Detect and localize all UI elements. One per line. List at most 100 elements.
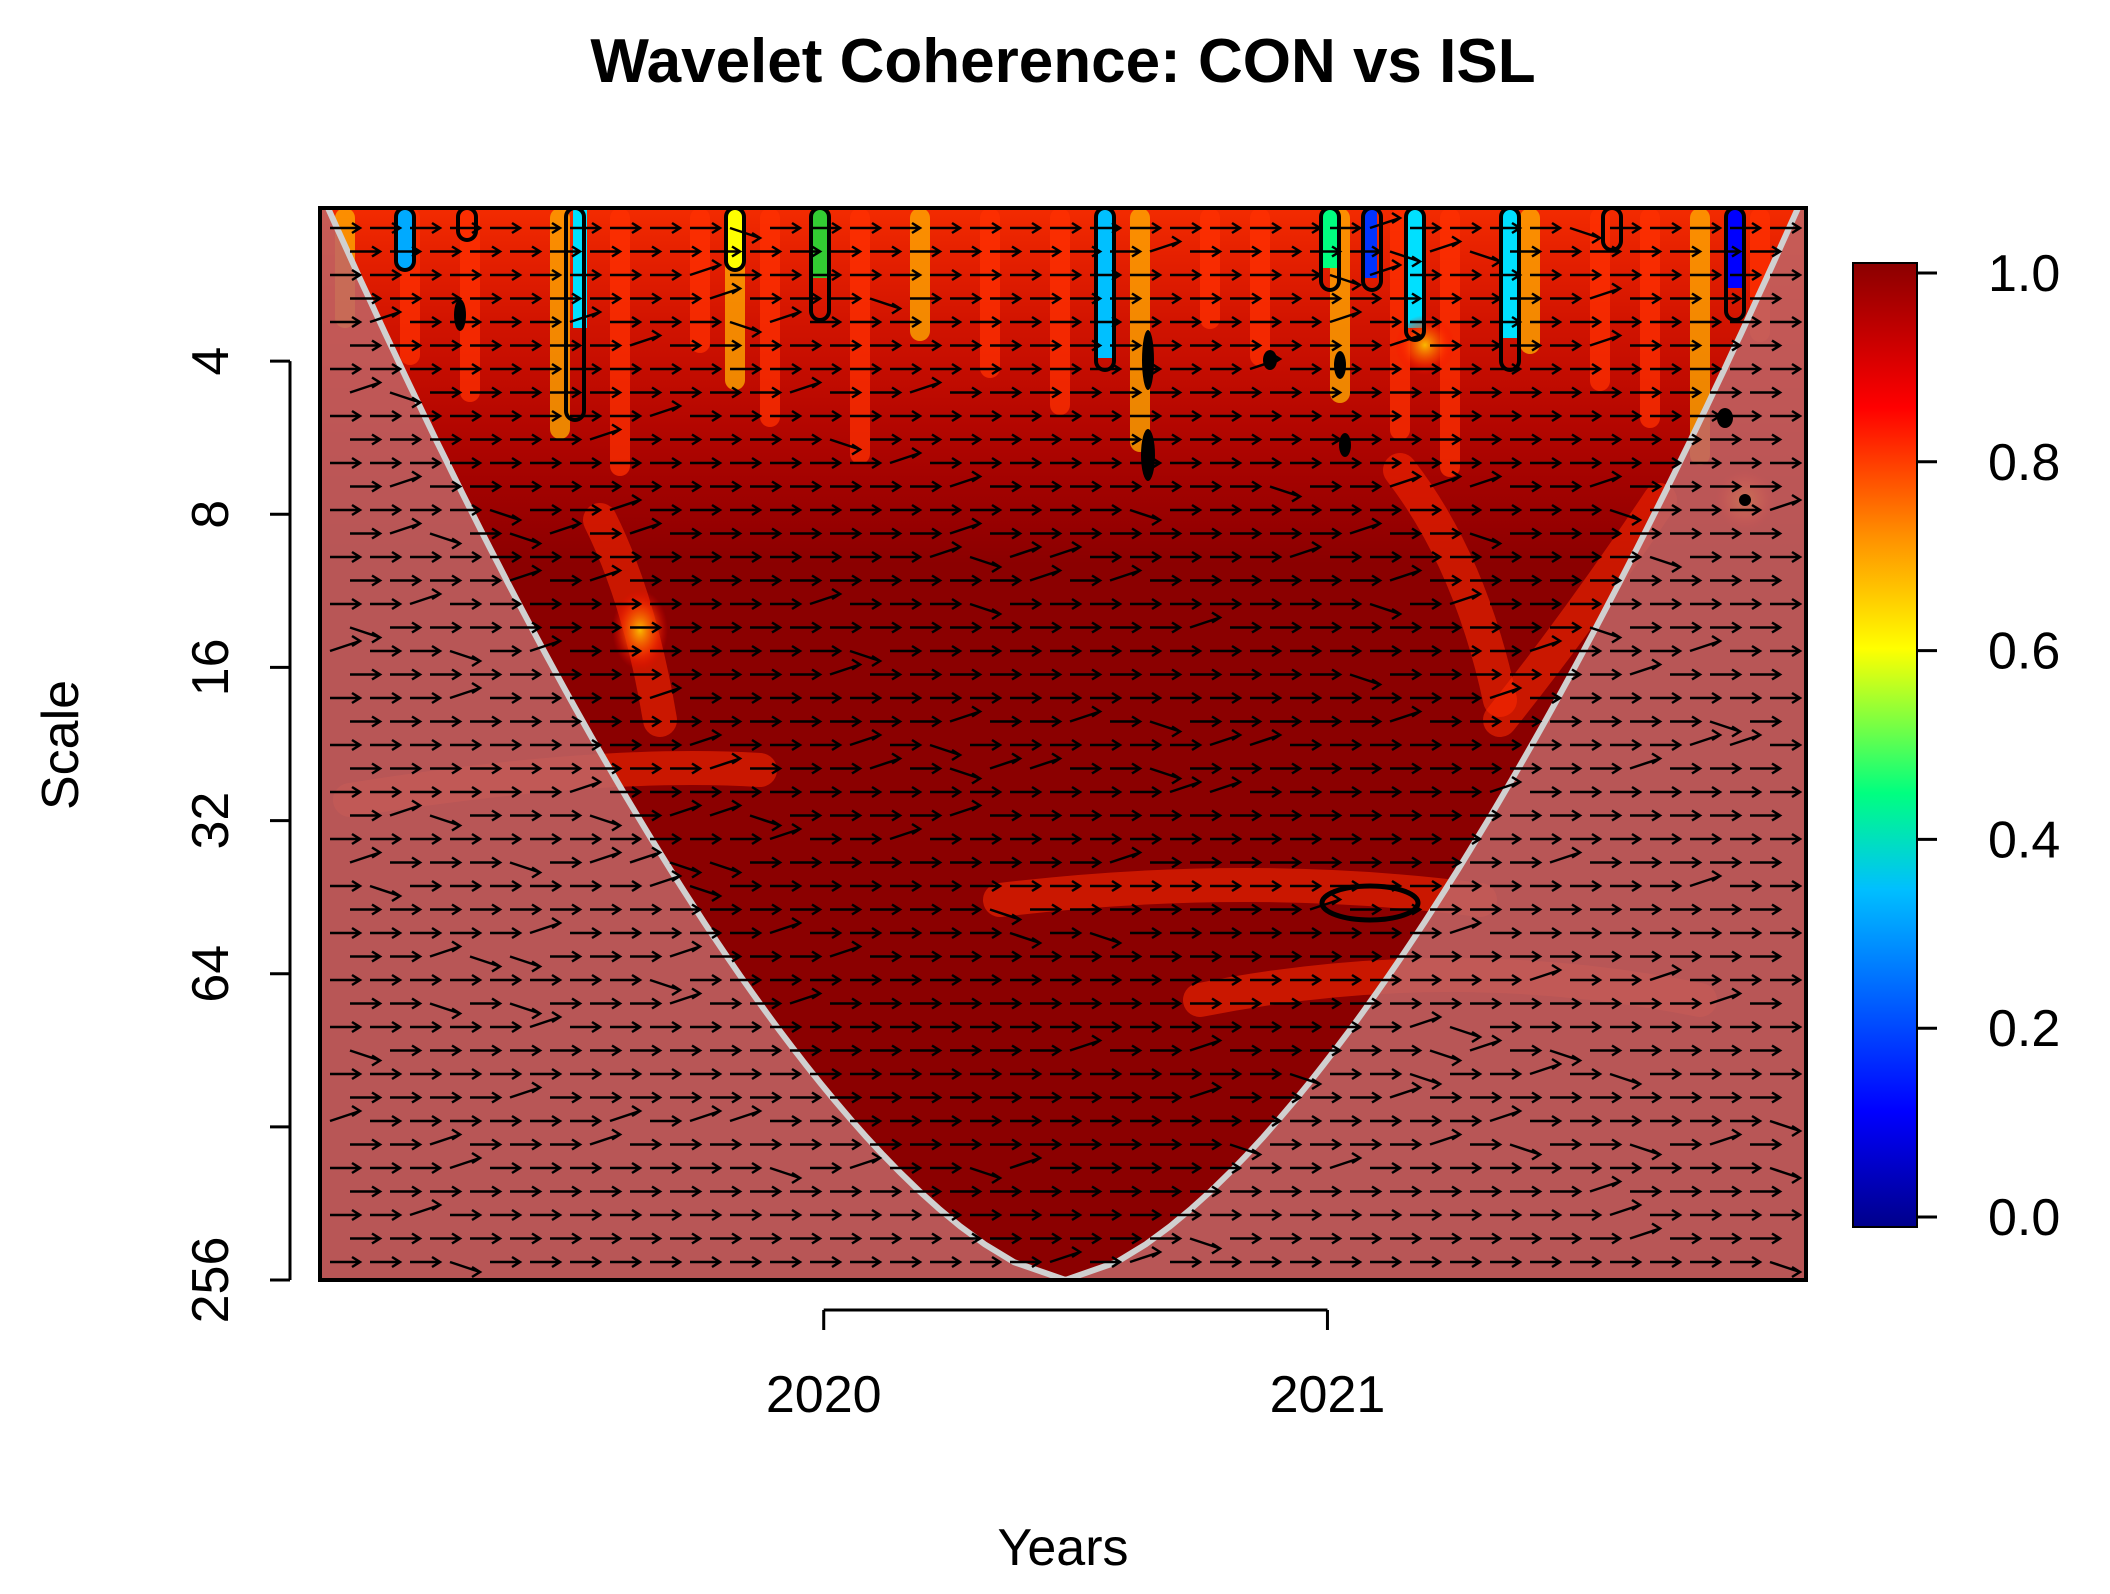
phase-arrow (1750, 433, 1783, 446)
phase-arrow (530, 1255, 563, 1269)
phase-arrow (1530, 1255, 1563, 1269)
phase-arrow (1050, 409, 1083, 423)
phase-arrow (1370, 691, 1403, 705)
phase-arrow (810, 550, 843, 564)
phase-arrow (1610, 785, 1643, 799)
phase-arrow (430, 339, 463, 352)
phase-arrow (1290, 691, 1323, 705)
phase-arrow (1270, 809, 1303, 822)
phase-arrow (1190, 950, 1223, 963)
phase-arrow (1370, 1255, 1403, 1269)
phase-arrow (1550, 950, 1583, 963)
phase-arrow (470, 1185, 503, 1198)
phase-arrow (810, 268, 843, 282)
phase-arrow (1310, 1232, 1343, 1245)
phase-arrow (330, 1161, 363, 1175)
phase-arrow (750, 1091, 783, 1104)
phase-arrow (1170, 879, 1203, 893)
phase-arrow (350, 480, 383, 493)
phase-arrow (1570, 738, 1603, 752)
phase-arrow (1110, 715, 1143, 728)
phase-arrow (790, 433, 823, 446)
phase-arrow (1690, 503, 1723, 517)
coherence-hotspot (1395, 315, 1455, 375)
phase-arrow (349, 1049, 383, 1067)
phase-arrow (430, 433, 463, 446)
phase-arrow (1269, 485, 1303, 503)
colorbar-tick-label: 0.4 (1988, 811, 2060, 869)
phase-arrow (730, 456, 763, 470)
phase-arrow (1470, 950, 1503, 963)
phase-arrow (1270, 527, 1303, 540)
phase-arrow (1430, 386, 1463, 399)
phase-arrow (1289, 540, 1323, 559)
phase-arrow (1490, 550, 1523, 564)
phase-arrow (530, 832, 563, 846)
phase-arrow (1710, 950, 1743, 963)
phase-arrow (490, 926, 523, 940)
phase-arrow (1429, 470, 1463, 488)
phase-arrow (1270, 292, 1303, 305)
phase-arrow (1230, 339, 1263, 352)
phase-arrow (410, 1020, 443, 1034)
phase-arrow (1389, 564, 1423, 582)
phase-arrow (410, 879, 443, 893)
phase-arrow (1510, 762, 1543, 775)
phase-arrow (1410, 456, 1443, 470)
phase-arrow (1110, 480, 1143, 493)
phase-arrow (1629, 752, 1663, 770)
phase-arrow (629, 846, 663, 864)
phase-arrow (490, 315, 523, 329)
phase-arrow (690, 362, 723, 376)
phase-arrow (1450, 315, 1483, 329)
phase-arrow (650, 1114, 683, 1128)
phase-arrow (790, 950, 823, 963)
phase-arrow (450, 1208, 483, 1222)
phase-arrow (1210, 456, 1243, 470)
phase-arrow (650, 268, 683, 282)
phase-arrow (1170, 362, 1203, 376)
phase-arrow (1350, 809, 1383, 822)
phase-arrow (870, 574, 903, 587)
phase-arrow (610, 691, 643, 705)
phase-arrow (449, 681, 483, 700)
phase-arrow (370, 1255, 403, 1269)
phase-arrow (390, 668, 423, 681)
phase-arrow (1330, 644, 1363, 658)
phase-arrow (970, 503, 1003, 517)
phase-arrow (590, 386, 623, 399)
phase-arrow (1370, 832, 1403, 846)
phase-arrow (1110, 527, 1143, 540)
phase-arrow (530, 409, 563, 423)
phase-arrow (770, 879, 803, 893)
phase-arrow (1130, 1114, 1163, 1128)
phase-arrow (930, 879, 963, 893)
phase-arrow (1550, 292, 1583, 305)
phase-arrow (690, 926, 723, 940)
phase-arrow (510, 809, 543, 822)
phase-arrow (1330, 691, 1363, 705)
phase-arrow (1690, 597, 1723, 611)
phase-arrow (1570, 1161, 1603, 1175)
phase-arrow (1290, 926, 1323, 940)
phase-arrow (1709, 720, 1743, 738)
phase-arrow (570, 409, 603, 423)
phase-arrow (690, 973, 723, 987)
phase-arrow (930, 1067, 963, 1081)
phase-arrow (930, 597, 963, 611)
phase-arrow (790, 903, 823, 916)
phase-arrow (990, 292, 1023, 305)
phase-arrow (1090, 1114, 1123, 1128)
phase-arrow (510, 386, 543, 399)
significance-contour (724, 208, 746, 272)
phase-arrow (890, 221, 923, 235)
phase-arrow (1150, 668, 1183, 681)
phase-arrow (1350, 386, 1383, 399)
phase-arrow (1209, 728, 1243, 747)
phase-arrow (1230, 903, 1263, 916)
phase-arrow (1569, 226, 1603, 245)
phase-arrow (1570, 362, 1603, 376)
phase-arrow (1670, 903, 1703, 916)
phase-arrow (1210, 362, 1243, 376)
phase-arrow (1230, 762, 1263, 775)
